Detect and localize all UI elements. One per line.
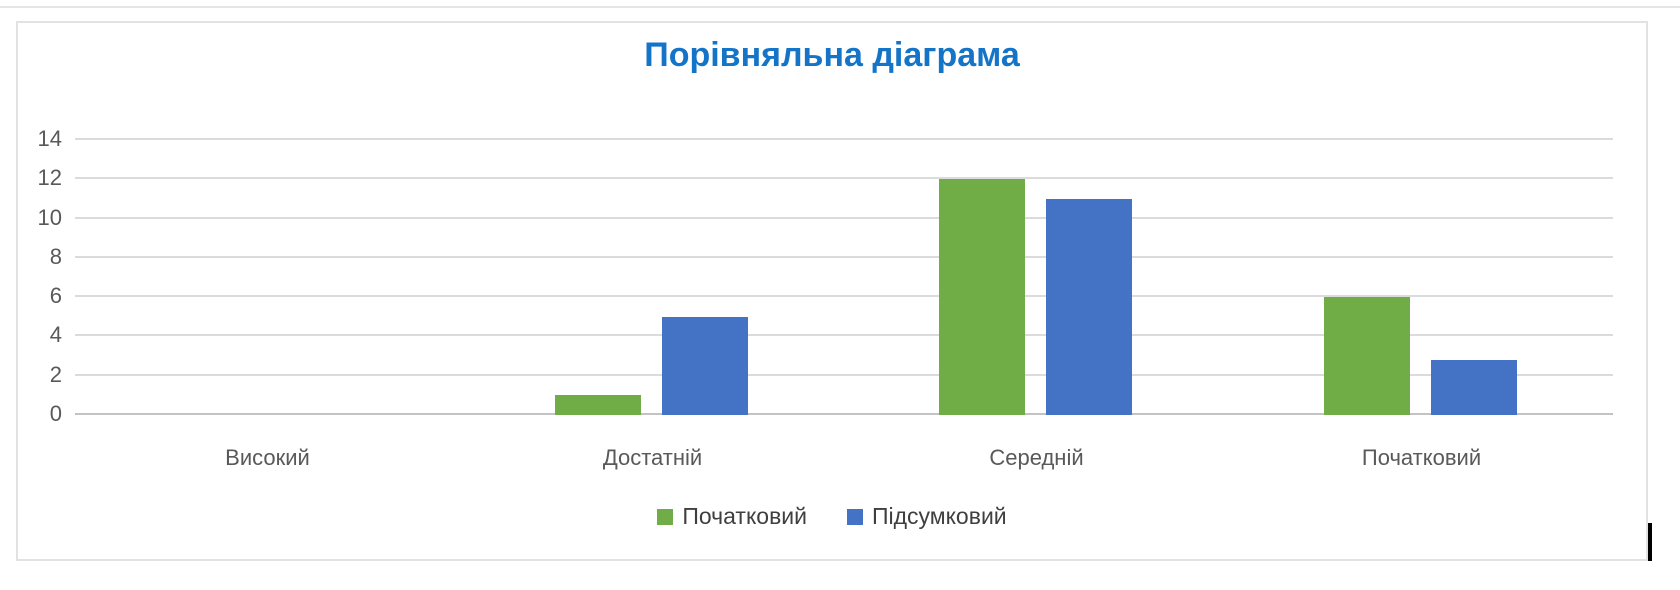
bar [939,179,1025,415]
text-cursor-caret [1648,523,1652,561]
legend-swatch-icon [847,508,863,525]
gridline [75,373,1613,376]
x-axis-category-label: Достатній [602,445,703,470]
bar [1324,297,1410,415]
x-axis-line [75,413,1613,415]
y-axis-tick-label: 10 [37,204,62,230]
legend-label: Початковий [682,503,807,529]
y-axis-tick-label: 6 [49,283,62,309]
x-axis-category-label: Середній [989,445,1084,470]
legend-item: Початковий [657,503,807,530]
bar [555,395,641,415]
bar [662,317,748,415]
gridline [75,255,1613,258]
y-axis-tick-label: 12 [37,165,62,191]
y-axis-tick-label: 4 [49,322,62,348]
bar [1431,360,1517,415]
legend-item: Підсумковий [847,503,1007,530]
bar [1046,199,1132,415]
gridline [75,295,1613,298]
y-axis-tick-label: 2 [49,361,62,387]
document-divider-line [0,6,1680,8]
gridline [75,138,1613,140]
legend-label: Підсумковий [872,503,1007,529]
x-axis-category-label: Початковий [1361,445,1482,470]
gridline [75,177,1613,180]
gridline [75,334,1613,337]
y-axis-tick-label: 8 [49,243,62,269]
y-axis-tick-label: 14 [37,126,62,151]
gridline [75,216,1613,219]
chart-title: Порівняльна діаграма [644,36,1020,74]
y-axis-tick-label: 0 [49,401,62,426]
chart-legend: Початковий Підсумковий [18,503,1646,530]
legend-swatch-icon [657,508,674,525]
x-axis-category-label: Високий [225,445,310,470]
chart-frame[interactable]: Порівняльна діаграма 0 2 4 6 8 10 12 14 Високий… [16,21,1648,561]
